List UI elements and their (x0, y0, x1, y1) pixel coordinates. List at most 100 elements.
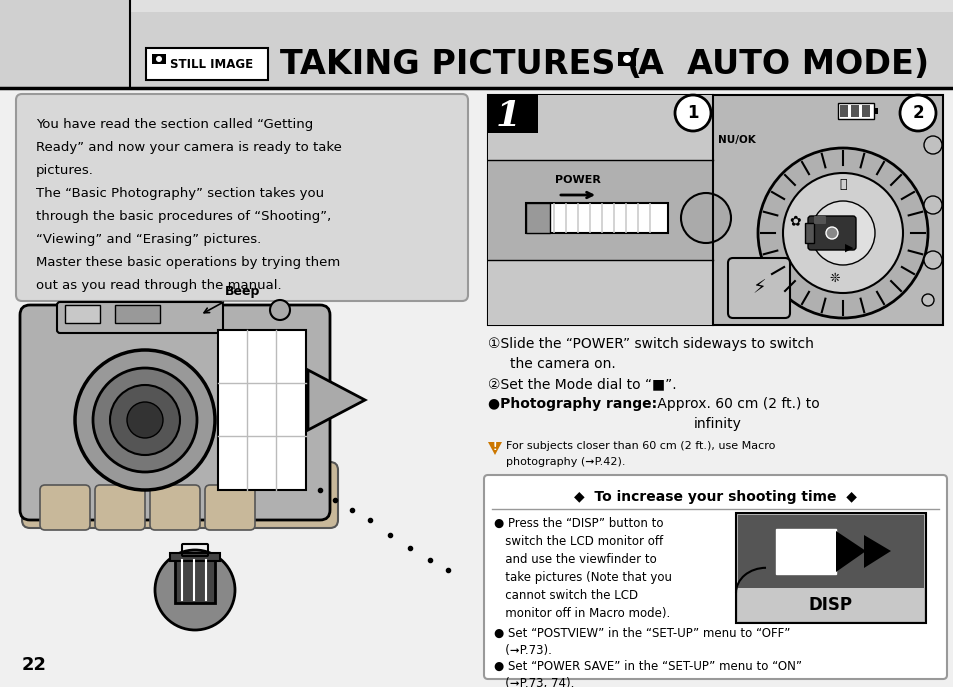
Bar (488, 260, 712, 325)
Text: For subjects closer than 60 cm (2 ft.), use Macro: For subjects closer than 60 cm (2 ft.), … (505, 441, 775, 451)
FancyBboxPatch shape (205, 485, 254, 530)
Text: monitor off in Macro mode).: monitor off in Macro mode). (494, 607, 670, 620)
Text: ①Slide the “POWER” switch sideways to switch: ①Slide the “POWER” switch sideways to sw… (488, 337, 813, 351)
Text: ②Set the Mode dial to “■”.: ②Set the Mode dial to “■”. (488, 377, 676, 391)
Bar (840, 105, 847, 117)
Circle shape (110, 385, 180, 455)
Text: (➞P.73).: (➞P.73). (494, 644, 551, 657)
Circle shape (127, 402, 163, 438)
Bar (618, 52, 636, 66)
Text: photography (➞P.42).: photography (➞P.42). (505, 457, 625, 467)
Text: Beep: Beep (204, 285, 260, 313)
FancyBboxPatch shape (483, 475, 946, 679)
Bar (170, 553, 220, 561)
Bar (804, 223, 813, 243)
Text: switch the LCD monitor off: switch the LCD monitor off (494, 535, 662, 548)
Bar (488, 95, 942, 325)
Text: “Viewing” and “Erasing” pictures.: “Viewing” and “Erasing” pictures. (36, 233, 261, 246)
Text: and use the viewfinder to: and use the viewfinder to (494, 553, 656, 566)
Text: TAKING PICTURES (: TAKING PICTURES ( (280, 47, 641, 80)
Text: ◆  To increase your shooting time  ◆: ◆ To increase your shooting time ◆ (574, 490, 856, 504)
Text: 22: 22 (22, 656, 47, 674)
Circle shape (825, 227, 837, 239)
FancyBboxPatch shape (95, 485, 145, 530)
Bar (488, 95, 712, 160)
Text: (➞P.73, 74).: (➞P.73, 74). (494, 677, 574, 687)
Bar (738, 515, 923, 590)
Text: You have read the section called “Getting: You have read the section called “Gettin… (36, 118, 313, 131)
Circle shape (782, 173, 902, 293)
Circle shape (810, 201, 874, 265)
Polygon shape (308, 370, 365, 430)
FancyBboxPatch shape (807, 216, 855, 250)
Text: Master these basic operations by trying them: Master these basic operations by trying … (36, 256, 340, 269)
Circle shape (921, 294, 933, 306)
FancyBboxPatch shape (57, 302, 223, 333)
Polygon shape (863, 535, 890, 568)
FancyBboxPatch shape (20, 305, 330, 520)
Polygon shape (835, 531, 865, 572)
Bar (873, 108, 877, 114)
Text: 2: 2 (911, 104, 923, 122)
Text: infinity: infinity (694, 417, 741, 431)
Bar (152, 54, 166, 64)
Text: ● Set “POWER SAVE” in the “SET-UP” menu to “ON”: ● Set “POWER SAVE” in the “SET-UP” menu … (494, 660, 801, 673)
Text: ⏻: ⏻ (839, 179, 846, 192)
Circle shape (923, 136, 941, 154)
Circle shape (675, 95, 710, 131)
FancyBboxPatch shape (150, 485, 200, 530)
Text: STILL IMAGE: STILL IMAGE (170, 58, 253, 71)
Text: DISP: DISP (808, 596, 852, 614)
Text: through the basic procedures of “Shooting”,: through the basic procedures of “Shootin… (36, 210, 331, 223)
Bar (488, 95, 537, 133)
Bar (65, 305, 100, 323)
Bar (115, 305, 160, 323)
Text: cannot switch the LCD: cannot switch the LCD (494, 589, 638, 602)
Bar (850, 105, 858, 117)
Circle shape (92, 368, 196, 472)
FancyBboxPatch shape (813, 216, 825, 224)
Text: !: ! (493, 442, 497, 452)
Circle shape (154, 550, 234, 630)
Bar (525, 203, 550, 233)
FancyBboxPatch shape (16, 94, 468, 301)
Text: ⚡: ⚡ (751, 278, 765, 297)
Bar (218, 330, 306, 490)
Circle shape (270, 300, 290, 320)
Bar (775, 529, 835, 574)
Text: A  AUTO MODE): A AUTO MODE) (638, 47, 928, 80)
FancyBboxPatch shape (40, 485, 90, 530)
Text: the camera on.: the camera on. (510, 357, 615, 371)
Bar (0, 0, 953, 10)
Bar (130, 0, 953, 12)
Text: ● Set “POSTVIEW” in the “SET-UP” menu to “OFF”: ● Set “POSTVIEW” in the “SET-UP” menu to… (494, 627, 789, 640)
Text: out as you read through the manual.: out as you read through the manual. (36, 279, 281, 292)
Text: The “Basic Photography” section takes you: The “Basic Photography” section takes yo… (36, 187, 324, 200)
FancyBboxPatch shape (146, 48, 268, 80)
Circle shape (923, 251, 941, 269)
Text: ●Photography range:: ●Photography range: (488, 397, 657, 411)
Text: 1: 1 (686, 104, 698, 122)
Circle shape (156, 56, 162, 62)
Text: Approx. 60 cm (2 ft.) to: Approx. 60 cm (2 ft.) to (652, 397, 819, 411)
Text: ❊: ❊ (829, 271, 840, 284)
Circle shape (923, 196, 941, 214)
Text: NU/OK: NU/OK (718, 135, 755, 145)
Text: ● Press the “DISP” button to: ● Press the “DISP” button to (494, 517, 662, 530)
Text: 1: 1 (496, 99, 520, 133)
Text: POWER: POWER (555, 175, 600, 185)
Bar (735, 513, 925, 623)
Circle shape (680, 193, 730, 243)
FancyBboxPatch shape (727, 258, 789, 318)
Bar (862, 105, 869, 117)
Text: take pictures (Note that you: take pictures (Note that you (494, 571, 671, 584)
Text: ✿: ✿ (788, 214, 800, 228)
Bar (0, 0, 953, 88)
Text: pictures.: pictures. (36, 164, 93, 177)
Circle shape (622, 55, 630, 63)
Polygon shape (488, 442, 501, 455)
Text: ▶: ▶ (843, 243, 852, 253)
Bar (837, 103, 873, 119)
Circle shape (758, 148, 927, 318)
Text: Ready” and now your camera is ready to take: Ready” and now your camera is ready to t… (36, 141, 341, 154)
